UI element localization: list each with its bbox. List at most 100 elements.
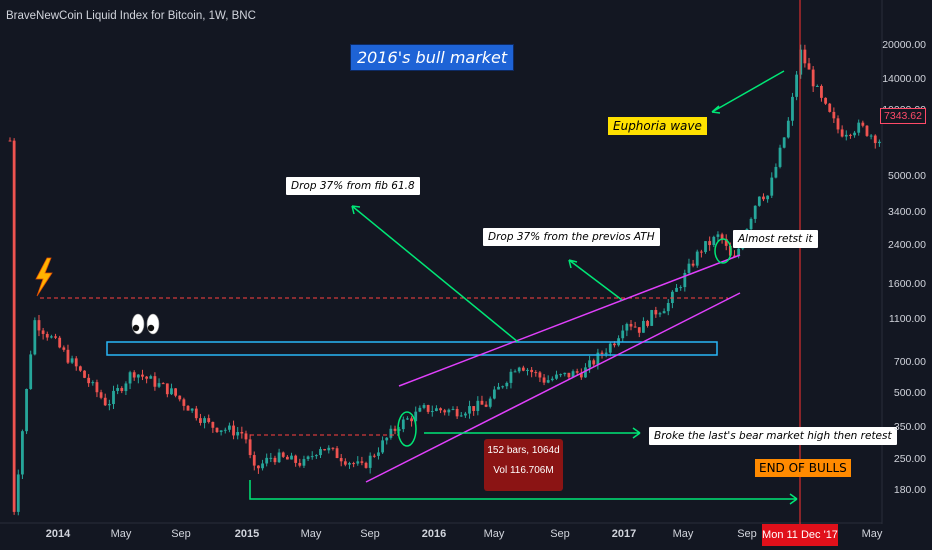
- candle-body[interactable]: [207, 418, 211, 422]
- candle-body[interactable]: [199, 418, 202, 423]
- candle-body[interactable]: [521, 367, 525, 371]
- candle-body[interactable]: [128, 372, 132, 384]
- candle-body[interactable]: [505, 382, 509, 387]
- candle-body[interactable]: [733, 255, 736, 257]
- candle-body[interactable]: [136, 374, 140, 378]
- candle-body[interactable]: [650, 310, 654, 326]
- candle-body[interactable]: [273, 457, 277, 463]
- candle-body[interactable]: [364, 462, 368, 468]
- candle-body[interactable]: [314, 455, 318, 457]
- candle-body[interactable]: [385, 437, 389, 441]
- candle-body[interactable]: [484, 404, 488, 407]
- candle-body[interactable]: [281, 452, 285, 457]
- candle-body[interactable]: [381, 440, 384, 453]
- candle-body[interactable]: [637, 327, 641, 333]
- candle-body[interactable]: [352, 463, 356, 465]
- candle-body[interactable]: [178, 395, 182, 400]
- candle-body[interactable]: [99, 392, 103, 398]
- candle-body[interactable]: [724, 238, 728, 246]
- candle-body[interactable]: [356, 461, 360, 464]
- candle-body[interactable]: [596, 352, 600, 365]
- candle-body[interactable]: [360, 461, 364, 463]
- candle-body[interactable]: [54, 336, 57, 338]
- candle-body[interactable]: [464, 413, 467, 416]
- candle-body[interactable]: [592, 360, 596, 365]
- candle-body[interactable]: [410, 418, 413, 422]
- candle-body[interactable]: [534, 372, 538, 374]
- candle-body[interactable]: [153, 376, 157, 387]
- candle-body[interactable]: [426, 405, 430, 412]
- candle-body[interactable]: [393, 428, 397, 431]
- candle-body[interactable]: [397, 429, 401, 431]
- candle-body[interactable]: [66, 349, 70, 363]
- candle-body[interactable]: [571, 371, 575, 378]
- candle-body[interactable]: [811, 69, 815, 87]
- candle-body[interactable]: [791, 96, 794, 121]
- candle-body[interactable]: [604, 352, 608, 354]
- candle-body[interactable]: [16, 474, 20, 512]
- title-label[interactable]: 2016's bull market: [350, 44, 515, 71]
- candle-body[interactable]: [211, 421, 215, 428]
- candle-body[interactable]: [633, 326, 637, 328]
- candle-body[interactable]: [584, 367, 587, 378]
- candle-body[interactable]: [472, 406, 476, 411]
- candle-body[interactable]: [468, 406, 471, 414]
- candle-body[interactable]: [120, 388, 124, 392]
- candle-body[interactable]: [716, 234, 720, 237]
- candle-body[interactable]: [687, 263, 691, 273]
- candle-body[interactable]: [720, 234, 724, 239]
- candle-body[interactable]: [12, 140, 16, 512]
- candle-body[interactable]: [844, 134, 848, 137]
- candle-body[interactable]: [712, 236, 716, 246]
- end-of-bulls-label[interactable]: END OF BULLS: [755, 459, 851, 477]
- candle-body[interactable]: [526, 369, 529, 371]
- candle-body[interactable]: [372, 455, 376, 457]
- candle-body[interactable]: [74, 358, 78, 367]
- candle-body[interactable]: [377, 452, 380, 456]
- candle-body[interactable]: [795, 74, 798, 97]
- candle-body[interactable]: [782, 137, 786, 148]
- candle-body[interactable]: [555, 374, 558, 379]
- candle-body[interactable]: [857, 122, 861, 133]
- candle-body[interactable]: [244, 433, 248, 440]
- candle-body[interactable]: [165, 383, 169, 395]
- candle-body[interactable]: [257, 465, 260, 469]
- candle-body[interactable]: [240, 432, 244, 434]
- candle-body[interactable]: [563, 372, 567, 375]
- candle-body[interactable]: [414, 411, 418, 422]
- candle-body[interactable]: [331, 447, 335, 449]
- candle-body[interactable]: [107, 404, 111, 406]
- candle-body[interactable]: [579, 372, 583, 378]
- candle-body[interactable]: [671, 291, 674, 303]
- candle-body[interactable]: [45, 333, 49, 338]
- candle-body[interactable]: [546, 380, 550, 383]
- candle-body[interactable]: [658, 313, 662, 315]
- candle-body[interactable]: [869, 135, 873, 137]
- candle-body[interactable]: [575, 371, 579, 373]
- candle-body[interactable]: [832, 111, 836, 119]
- candle-body[interactable]: [629, 323, 633, 327]
- candle-body[interactable]: [112, 390, 115, 405]
- candle-body[interactable]: [58, 337, 62, 348]
- channel-lower-line[interactable]: [365, 292, 741, 483]
- candle-body[interactable]: [124, 383, 128, 392]
- candle-body[interactable]: [422, 405, 426, 408]
- candle-body[interactable]: [476, 400, 480, 411]
- channel-upper-line[interactable]: [398, 254, 741, 387]
- candle-body[interactable]: [530, 369, 534, 373]
- candle-body[interactable]: [538, 372, 542, 378]
- candle-body[interactable]: [443, 410, 447, 413]
- candle-body[interactable]: [559, 374, 563, 376]
- euphoria-label[interactable]: Euphoria wave: [608, 117, 707, 135]
- candle-body[interactable]: [770, 177, 774, 196]
- candle-body[interactable]: [799, 49, 803, 75]
- candle-body[interactable]: [786, 120, 790, 138]
- candle-body[interactable]: [161, 383, 165, 385]
- candle-body[interactable]: [679, 287, 683, 289]
- candle-body[interactable]: [232, 425, 235, 436]
- resistance-zone[interactable]: [106, 341, 718, 356]
- candle-body[interactable]: [613, 343, 616, 346]
- candle-body[interactable]: [215, 427, 219, 432]
- candle-body[interactable]: [327, 447, 331, 451]
- candle-body[interactable]: [389, 428, 393, 438]
